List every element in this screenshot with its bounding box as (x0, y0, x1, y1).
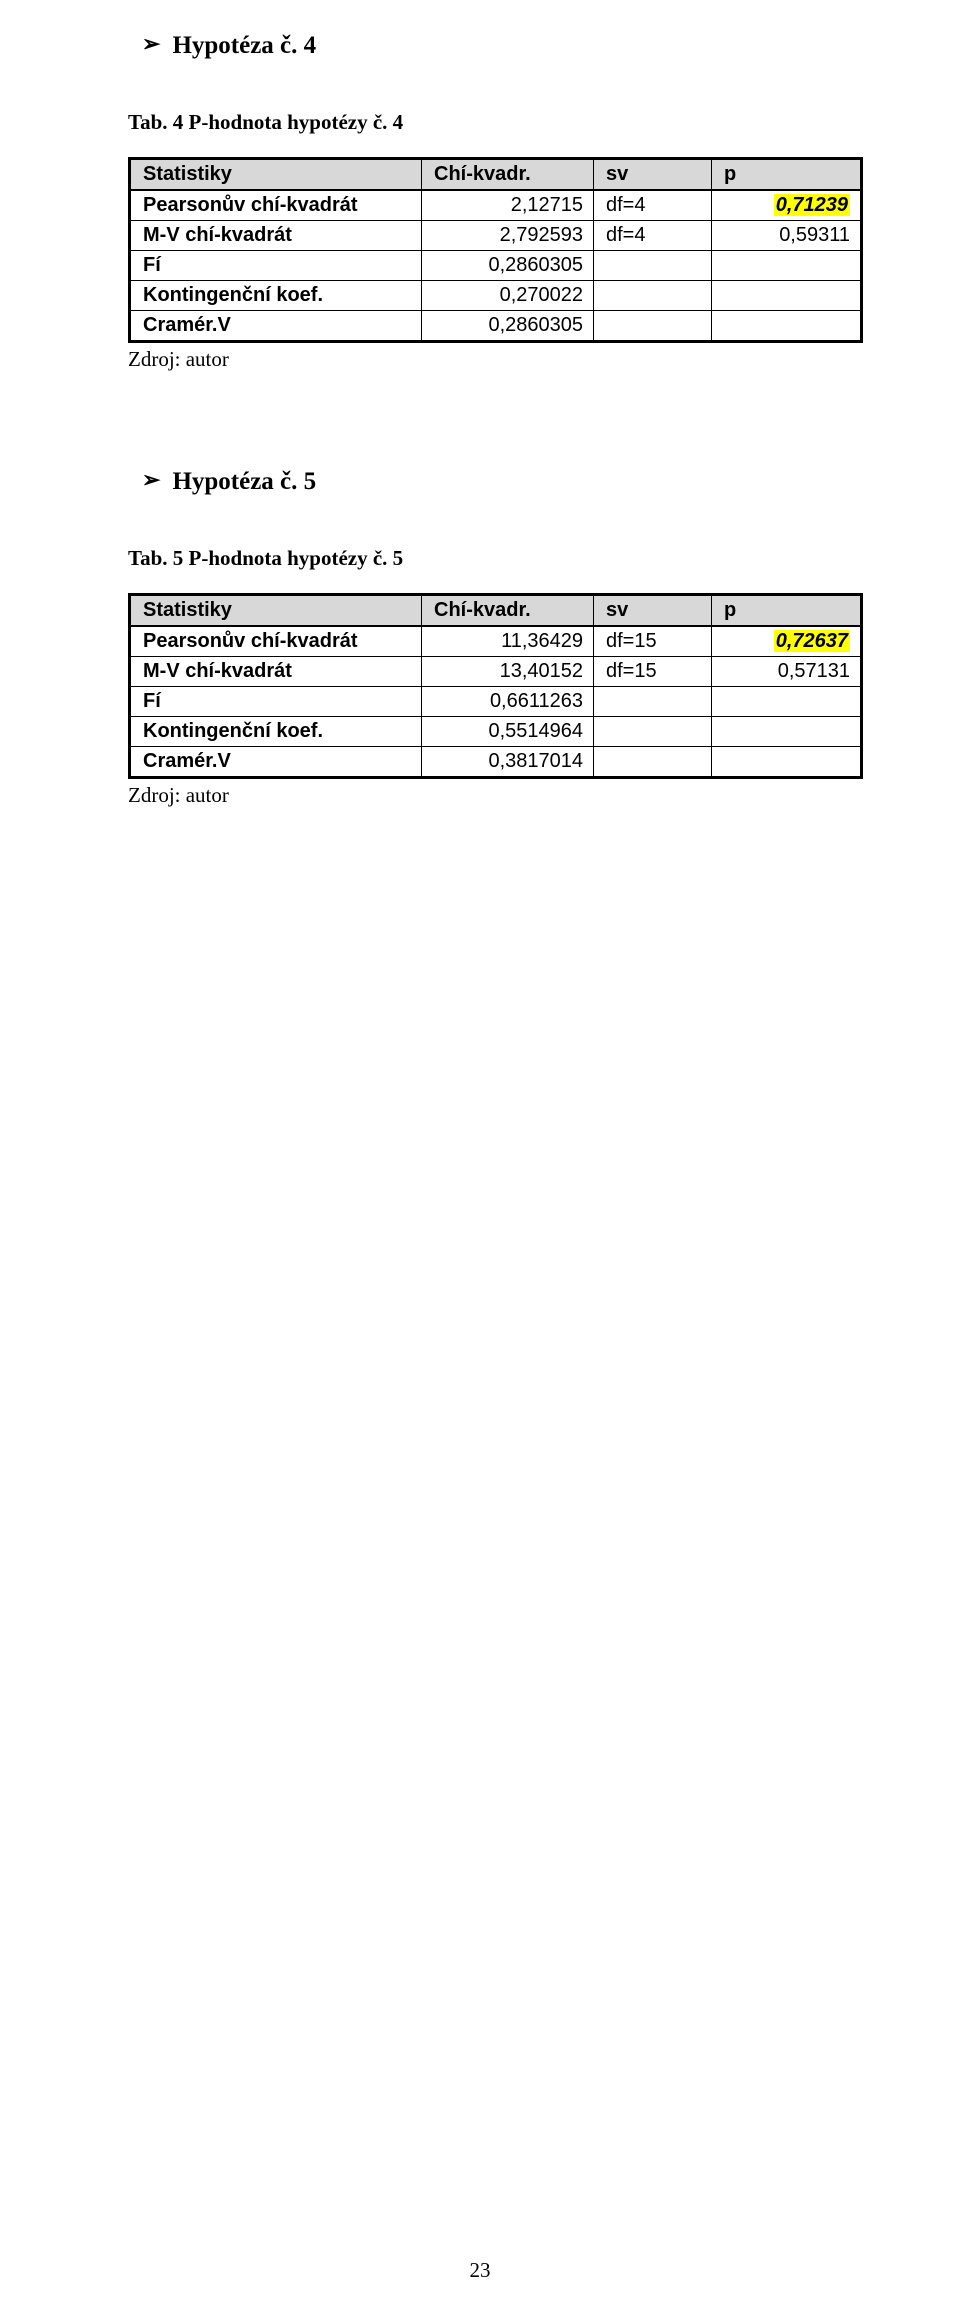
cell-sv: df=4 (594, 221, 712, 251)
table-row: Pearsonův chí-kvadrát 11,36429 df=15 0,7… (130, 626, 862, 657)
cell-chi: 0,6611263 (422, 687, 594, 717)
col-header-p: p (712, 595, 862, 627)
cell-sv: df=15 (594, 657, 712, 687)
row-label: Fí (130, 251, 422, 281)
section-heading-hypoteza-5: ➢ Hypotéza č. 5 (142, 468, 860, 496)
cell-sv (594, 717, 712, 747)
row-label: Fí (130, 687, 422, 717)
table-caption-4: Tab. 4 P-hodnota hypotézy č. 4 (128, 110, 860, 135)
row-label: Cramér.V (130, 311, 422, 342)
table-row: Kontingenční koef. 0,5514964 (130, 717, 862, 747)
cell-p: 0,57131 (712, 657, 862, 687)
table-row: Fí 0,2860305 (130, 251, 862, 281)
table-header-row: Statistiky Chí-kvadr. sv p (130, 159, 862, 191)
triangle-bullet-icon: ➢ (142, 31, 160, 57)
table-row: M-V chí-kvadrát 2,792593 df=4 0,59311 (130, 221, 862, 251)
row-label: M-V chí-kvadrát (130, 657, 422, 687)
document-page: ➢ Hypotéza č. 4 Tab. 4 P-hodnota hypotéz… (0, 0, 960, 2319)
col-header-sv: sv (594, 595, 712, 627)
triangle-bullet-icon: ➢ (142, 467, 160, 493)
col-header-p: p (712, 159, 862, 191)
table-row: Fí 0,6611263 (130, 687, 862, 717)
cell-chi: 13,40152 (422, 657, 594, 687)
col-header-chi: Chí-kvadr. (422, 159, 594, 191)
row-label: Kontingenční koef. (130, 717, 422, 747)
page-number: 23 (0, 2258, 960, 2283)
cell-chi: 2,12715 (422, 190, 594, 221)
row-label: Pearsonův chí-kvadrát (130, 190, 422, 221)
cell-chi: 0,5514964 (422, 717, 594, 747)
table-caption-5: Tab. 5 P-hodnota hypotézy č. 5 (128, 546, 860, 571)
cell-sv: df=15 (594, 626, 712, 657)
cell-chi: 2,792593 (422, 221, 594, 251)
highlighted-p-value: 0,71239 (774, 194, 850, 216)
section-heading-text: Hypotéza č. 5 (172, 468, 316, 496)
cell-sv (594, 251, 712, 281)
cell-p (712, 251, 862, 281)
cell-chi: 11,36429 (422, 626, 594, 657)
cell-p (712, 311, 862, 342)
cell-chi: 0,3817014 (422, 747, 594, 778)
row-label: Pearsonův chí-kvadrát (130, 626, 422, 657)
table-source-5: Zdroj: autor (128, 783, 860, 808)
cell-p: 0,59311 (712, 221, 862, 251)
cell-chi: 0,270022 (422, 281, 594, 311)
table-row: M-V chí-kvadrát 13,40152 df=15 0,57131 (130, 657, 862, 687)
cell-sv (594, 747, 712, 778)
table-row: Cramér.V 0,2860305 (130, 311, 862, 342)
row-label: M-V chí-kvadrát (130, 221, 422, 251)
col-header-sv: sv (594, 159, 712, 191)
cell-p: 0,72637 (712, 626, 862, 657)
cell-p (712, 717, 862, 747)
table-header-row: Statistiky Chí-kvadr. sv p (130, 595, 862, 627)
cell-sv: df=4 (594, 190, 712, 221)
highlighted-p-value: 0,72637 (774, 630, 850, 652)
cell-sv (594, 311, 712, 342)
cell-sv (594, 281, 712, 311)
stats-table-5: Statistiky Chí-kvadr. sv p Pearsonův chí… (128, 593, 863, 779)
cell-p (712, 281, 862, 311)
cell-chi: 0,2860305 (422, 251, 594, 281)
col-header-chi: Chí-kvadr. (422, 595, 594, 627)
section-heading-hypoteza-4: ➢ Hypotéza č. 4 (142, 32, 860, 60)
row-label: Kontingenční koef. (130, 281, 422, 311)
cell-p: 0,71239 (712, 190, 862, 221)
cell-chi: 0,2860305 (422, 311, 594, 342)
table-source-4: Zdroj: autor (128, 347, 860, 372)
table-row: Kontingenční koef. 0,270022 (130, 281, 862, 311)
table-row: Pearsonův chí-kvadrát 2,12715 df=4 0,712… (130, 190, 862, 221)
cell-p (712, 687, 862, 717)
cell-sv (594, 687, 712, 717)
row-label: Cramér.V (130, 747, 422, 778)
table-row: Cramér.V 0,3817014 (130, 747, 862, 778)
cell-p (712, 747, 862, 778)
col-header-statistiky: Statistiky (130, 595, 422, 627)
stats-table-4: Statistiky Chí-kvadr. sv p Pearsonův chí… (128, 157, 863, 343)
col-header-statistiky: Statistiky (130, 159, 422, 191)
section-heading-text: Hypotéza č. 4 (172, 32, 316, 60)
